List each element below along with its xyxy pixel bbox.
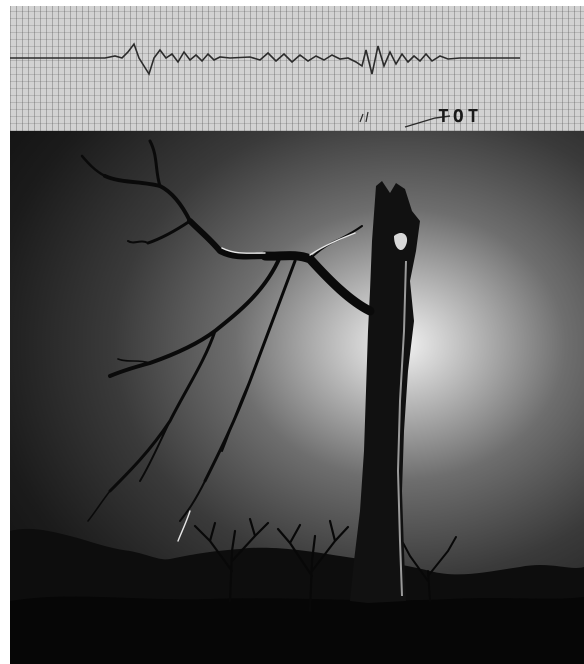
tree-photograph: [10, 131, 584, 664]
small-tree-right: [401, 536, 457, 602]
trunk-rim-light: [396, 260, 407, 597]
trunk-highlight: [394, 232, 408, 251]
dead-tree-icon: [10, 139, 584, 664]
ecg-strip: TOT: [10, 6, 584, 131]
ecg-marker-tick: [359, 111, 369, 123]
tree-trunk: [350, 181, 420, 603]
small-tree-left: [193, 517, 270, 603]
main-branch: [80, 139, 375, 522]
ground: [10, 596, 584, 664]
ecg-trace-graphic: [10, 42, 520, 128]
ecg-marker-line: [404, 115, 451, 128]
small-tree-mid: [276, 519, 350, 613]
branch-highlights: [177, 232, 356, 542]
ecg-label: TOT: [438, 106, 483, 127]
ecg-trace-line: [10, 42, 520, 76]
